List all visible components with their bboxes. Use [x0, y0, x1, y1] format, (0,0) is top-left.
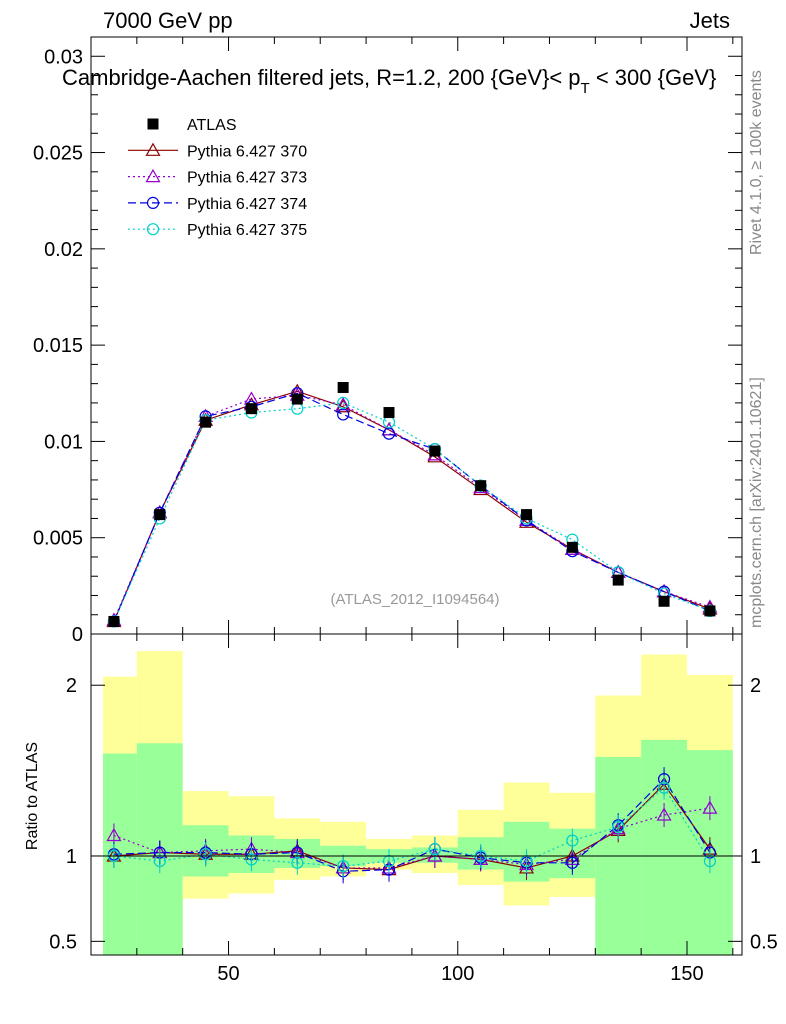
main-y-tick-label: 0.03	[44, 46, 83, 68]
main-y-tick-label: 0	[72, 624, 83, 646]
legend-label: Pythia 6.427 374	[187, 196, 307, 213]
ratio-y-tick-label-left: 2	[66, 675, 77, 697]
main-point-atlas	[200, 416, 212, 428]
main-point-atlas	[245, 403, 257, 415]
plot-title-tail: < 300 {GeV}	[590, 65, 717, 90]
main-y-tick-label: 0.02	[44, 239, 83, 261]
ratio-point-s375	[657, 781, 671, 794]
main-point-atlas	[658, 595, 670, 607]
legend-entry: ATLAS	[147, 117, 237, 134]
main-point-atlas	[612, 574, 624, 586]
main-point-s375	[337, 396, 350, 410]
legend-label: Pythia 6.427 373	[187, 170, 307, 187]
header-left-label: 7000 GeV pp	[103, 8, 233, 33]
main-panel: 0 0.005 0.01 0.015 0.02 0.025 0.03 (ATLAS_2012…	[33, 36, 743, 646]
main-y-tick-label: 0.025	[33, 143, 83, 165]
ratio-point-s375	[428, 843, 441, 856]
ratio-point-s375	[291, 856, 304, 869]
ratio-point-s375	[337, 860, 350, 873]
main-axes: 0 0.005 0.01 0.015 0.02 0.025 0.03	[33, 36, 743, 646]
legend-marker	[146, 223, 160, 236]
ratio-data-layer	[106, 767, 718, 884]
main-point-s370	[335, 399, 351, 413]
ratio-y-tick-label-right: 0.5	[750, 931, 778, 953]
ratio-x-tick-label: 50	[217, 963, 239, 985]
ratio-point-s375	[566, 834, 579, 847]
ratio-series-line-s370	[113, 783, 711, 871]
main-point-s370	[518, 514, 535, 528]
main-point-atlas	[429, 445, 441, 457]
main-series-line-s373	[113, 394, 711, 621]
main-point-atlas	[337, 381, 349, 393]
legend-marker	[146, 196, 160, 209]
main-series-line-s374	[113, 392, 711, 622]
main-point-atlas	[108, 615, 120, 627]
ratio-axes: 0.5 0.5 1 1 2 2 50 100 150	[49, 633, 778, 985]
ratio-y-tick-label-right: 1	[750, 846, 761, 868]
ratio-y-axis-label: Ratio to ATLAS	[24, 742, 41, 850]
main-series-line-s375	[113, 402, 711, 622]
main-point-atlas	[704, 605, 716, 617]
main-point-atlas	[566, 541, 578, 553]
ratio-point-s375	[199, 848, 212, 861]
legend-entry: Pythia 6.427 373	[128, 168, 307, 187]
ratio-point-s375	[612, 820, 625, 834]
main-series-line-s370	[113, 390, 711, 622]
header-right-label: Jets	[690, 8, 730, 33]
main-point-atlas	[383, 407, 395, 419]
legend-label: Pythia 6.427 370	[187, 143, 307, 160]
watermark: (ATLAS_2012_I1094564)	[330, 591, 499, 608]
ratio-point-s375	[245, 853, 258, 866]
legend-marker	[145, 168, 161, 183]
legend-entry: Pythia 6.427 370	[128, 142, 307, 160]
main-y-tick-label: 0.005	[33, 528, 83, 550]
ratio-x-tick-label: 100	[441, 963, 474, 985]
ratio-point-s374	[566, 856, 579, 869]
ratio-point-s373	[702, 800, 718, 814]
main-point-s375	[291, 402, 304, 415]
ratio-point-s373	[656, 807, 672, 821]
ratio-frame	[90, 633, 743, 956]
main-y-tick-label: 0.015	[33, 335, 83, 357]
ratio-y-tick-label-left: 0.5	[49, 931, 77, 953]
main-data-layer	[106, 381, 718, 628]
main-point-s374	[337, 408, 350, 421]
plot-title-subscript: T	[581, 80, 590, 97]
ratio-x-tick-label: 150	[670, 963, 703, 985]
legend-marker	[147, 118, 159, 130]
legend: ATLAS Pythia 6.427 370 Pythia 6.427 373 Pyt…	[128, 117, 307, 239]
ratio-band-layer	[103, 651, 733, 955]
rivet-label: Rivet 4.1.0, ≥ 100k events	[748, 70, 765, 255]
ratio-y-tick-label-left: 1	[66, 846, 77, 868]
ratio-series-line-s375	[113, 786, 711, 867]
ratio-y-tick-label-right: 2	[750, 675, 761, 697]
legend-label: ATLAS	[187, 117, 237, 134]
legend-label: Pythia 6.427 375	[187, 222, 307, 239]
legend-entry: Pythia 6.427 374	[128, 196, 307, 213]
plot-title: Cambridge-Aachen filtered jets, R=1.2, 2…	[62, 65, 716, 97]
main-point-atlas	[154, 509, 166, 521]
plot-title-main: Cambridge-Aachen filtered jets, R=1.2, 2…	[62, 65, 581, 90]
ratio-point-s373	[106, 827, 122, 842]
legend-entry: Pythia 6.427 375	[128, 222, 307, 239]
ratio-panel: 0.5 0.5 1 1 2 2 50 100 150 Ratio to ATLAS	[24, 633, 778, 985]
ratio-series-line-s374	[113, 778, 711, 872]
main-point-s373	[335, 397, 351, 411]
main-point-atlas	[521, 509, 533, 521]
mcplots-label: mcplots.cern.ch [arXiv:2401.10621]	[748, 377, 765, 628]
main-y-tick-label: 0.01	[44, 431, 83, 453]
legend-marker	[145, 142, 161, 156]
main-point-atlas	[291, 393, 303, 405]
main-point-atlas	[475, 480, 487, 492]
